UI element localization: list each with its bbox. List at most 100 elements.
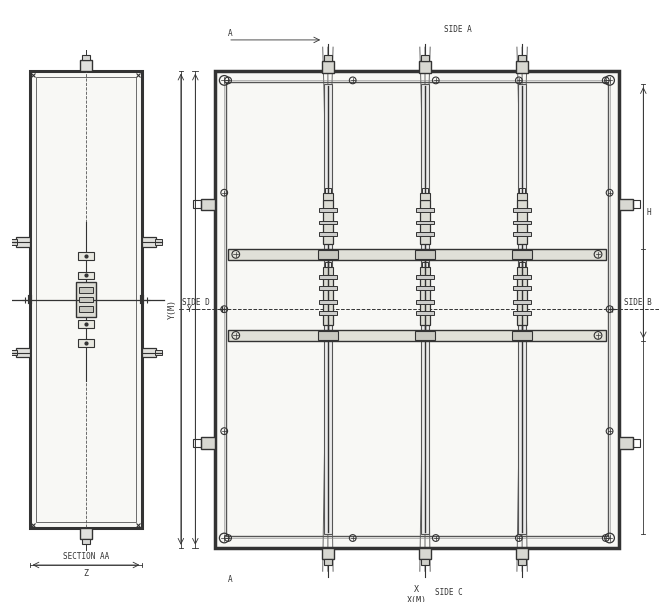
Bar [215,71,619,548]
Bar [142,348,156,358]
Bar [324,559,331,565]
Bar [415,250,435,259]
Bar [517,200,527,244]
Bar [633,200,640,208]
Bar [518,84,526,534]
Bar [323,200,333,244]
Bar [224,81,609,538]
Bar [193,200,201,208]
Bar [30,71,142,529]
Text: SIDE B: SIDE B [624,298,652,307]
Bar [201,437,215,448]
Bar [79,287,93,293]
Bar [416,287,433,290]
Bar [201,199,215,210]
Bar [420,193,430,200]
Bar [228,249,606,260]
Bar [619,437,633,448]
Bar [513,221,531,225]
Bar [416,300,433,303]
Bar [513,250,531,259]
Text: SIDE C: SIDE C [435,588,462,597]
Bar [517,267,527,275]
Bar [420,200,430,244]
Bar [319,221,337,225]
Bar [81,529,92,539]
Bar [10,239,17,244]
Bar [155,350,162,355]
Text: A: A [228,576,233,585]
Bar [79,297,93,302]
Text: A: A [228,29,233,38]
Bar [76,282,95,317]
Bar [422,188,428,193]
Bar [319,311,337,315]
Bar [324,84,331,534]
Bar [155,239,162,244]
Bar [419,548,431,559]
Text: X: X [415,585,419,594]
Bar [513,311,531,315]
Bar [416,232,433,236]
Bar [416,221,433,225]
Bar [16,348,30,358]
Bar [513,330,531,340]
Bar [82,55,90,60]
Bar [322,548,333,559]
Bar [421,55,429,61]
Bar [513,300,531,303]
Bar [416,208,433,212]
Bar [82,539,90,544]
Text: SIDE D: SIDE D [182,298,210,307]
Text: SIDE A: SIDE A [444,25,472,34]
Bar [319,300,337,303]
Bar [517,193,527,200]
Text: Z: Z [83,569,89,578]
Bar [420,275,430,325]
Bar [415,330,435,340]
Bar [324,55,331,61]
Bar [325,188,331,193]
Bar [513,208,531,212]
Text: Y(M): Y(M) [168,299,177,319]
Bar [228,330,606,341]
Text: Y: Y [187,305,191,314]
Text: X(M): X(M) [407,597,427,602]
Bar [226,82,608,536]
Bar [513,275,531,279]
Bar [16,237,30,247]
Bar [318,250,338,259]
Bar [420,267,430,275]
Text: SECTION AA: SECTION AA [63,553,109,562]
Bar [81,60,92,71]
Bar [318,330,338,340]
Bar [319,275,337,279]
Bar [79,272,94,279]
Bar [323,267,333,275]
Bar [519,262,525,267]
Bar [319,287,337,290]
Bar [193,439,201,447]
Bar [421,84,429,534]
Bar [319,208,337,212]
Bar [79,306,93,312]
Bar [416,275,433,279]
Bar [323,193,333,200]
Bar [79,252,94,260]
Bar [517,275,527,325]
Bar [419,61,431,73]
Bar [513,287,531,290]
Text: H: H [646,208,651,217]
Bar [633,439,640,447]
Bar [518,55,526,61]
Bar [319,232,337,236]
Bar [518,559,526,565]
Bar [619,199,633,210]
Bar [421,559,429,565]
Bar [516,61,528,73]
Bar [47,218,125,386]
Bar [322,61,333,73]
Bar [79,339,94,347]
Bar [416,311,433,315]
Bar [36,78,136,521]
